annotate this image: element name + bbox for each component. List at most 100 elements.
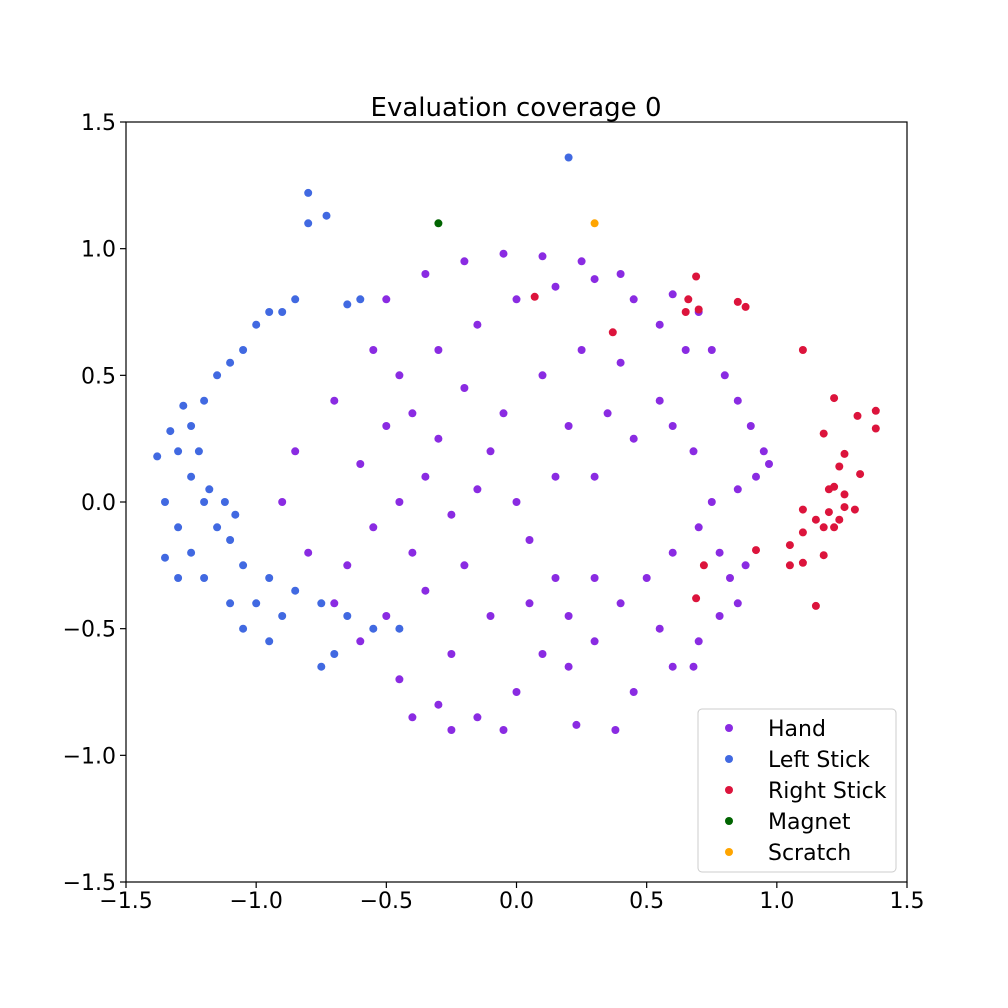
point-left-stick (220, 498, 229, 506)
point-left-stick (179, 401, 188, 410)
point-hand (759, 447, 768, 456)
point-hand (434, 700, 443, 709)
x-tick-label: −0.5 (360, 889, 413, 914)
point-right-stick (835, 515, 844, 524)
point-left-stick (200, 396, 209, 405)
point-left-stick (200, 574, 209, 582)
point-hand (707, 346, 716, 354)
point-hand (603, 409, 612, 418)
point-left-stick (161, 553, 169, 562)
y-tick-label: −1.0 (63, 744, 116, 769)
point-hand (304, 548, 313, 557)
y-tick-label: −1.5 (63, 871, 116, 896)
point-left-stick (343, 612, 352, 620)
point-hand (525, 536, 534, 544)
legend: Hand Left Stick Right Stick Magnet Scratch (697, 708, 897, 873)
point-hand (499, 409, 508, 418)
point-hand (707, 498, 716, 506)
y-tick-label: 1.0 (81, 238, 116, 263)
point-hand (499, 726, 508, 734)
point-right-stick (824, 508, 833, 517)
point-right-stick (684, 295, 693, 304)
point-hand (382, 422, 391, 430)
point-right-stick (853, 411, 862, 420)
point-left-stick (395, 624, 404, 633)
point-left-stick (265, 637, 274, 646)
point-right-stick (871, 406, 880, 415)
legend-marker (725, 817, 733, 825)
point-left-stick (265, 574, 274, 582)
point-hand (473, 320, 482, 329)
point-hand (486, 612, 495, 620)
point-hand (356, 460, 365, 468)
point-right-stick (835, 462, 844, 471)
point-hand (330, 396, 339, 405)
point-left-stick (200, 498, 209, 506)
point-hand (512, 498, 521, 506)
point-hand (616, 270, 625, 278)
point-right-stick (856, 470, 865, 479)
point-right-stick (752, 546, 760, 555)
point-hand (668, 290, 677, 299)
point-left-stick (343, 300, 352, 309)
point-hand (726, 574, 734, 582)
point-scratch (590, 219, 599, 228)
legend-label: Hand (768, 717, 826, 742)
point-hand (590, 574, 599, 582)
point-hand (564, 662, 573, 671)
x-tick-label: 0.5 (629, 889, 664, 914)
point-right-stick (840, 449, 849, 458)
point-hand (395, 675, 404, 684)
point-hand (538, 650, 547, 658)
point-right-stick (830, 523, 839, 532)
point-hand (577, 257, 586, 266)
point-hand (434, 434, 443, 443)
legend-label: Magnet (768, 810, 851, 835)
point-left-stick (330, 650, 339, 658)
point-left-stick (187, 548, 196, 557)
chart-title: Evaluation coverage 0 (371, 93, 662, 123)
point-hand (590, 637, 599, 646)
point-left-stick (226, 599, 235, 608)
point-hand (473, 713, 482, 722)
point-hand (694, 637, 703, 646)
point-left-stick (278, 308, 287, 316)
point-hand (551, 282, 560, 291)
legend-marker (725, 786, 733, 794)
point-left-stick (291, 295, 300, 304)
legend-label: Left Stick (768, 748, 870, 773)
point-right-stick (798, 505, 807, 514)
point-hand (752, 472, 760, 481)
point-left-stick (252, 599, 261, 608)
point-hand (689, 662, 698, 671)
point-hand (681, 346, 690, 354)
point-right-stick (840, 490, 849, 499)
point-left-stick (226, 536, 235, 544)
legend-label: Right Stick (768, 779, 887, 804)
y-tick-label: 0.0 (81, 491, 116, 516)
x-axis: −1.5 −1.0 −0.5 0.0 0.5 1.0 1.5 (99, 882, 925, 914)
point-hand (460, 561, 469, 570)
point-hand (642, 574, 651, 582)
legend-marker (725, 848, 733, 856)
point-left-stick (153, 452, 162, 461)
point-right-stick (819, 429, 828, 438)
point-left-stick (239, 624, 248, 633)
point-right-stick (530, 292, 539, 301)
point-hand (486, 447, 495, 456)
point-right-stick (824, 485, 833, 494)
point-right-stick (785, 541, 794, 550)
x-tick-label: −1.5 (99, 889, 152, 914)
point-hand (564, 422, 573, 430)
point-hand (616, 358, 625, 367)
point-left-stick (564, 153, 573, 162)
point-hand (421, 472, 430, 481)
y-tick-label: 0.5 (81, 364, 116, 389)
point-left-stick (231, 510, 240, 519)
point-left-stick (187, 422, 196, 430)
point-hand (629, 688, 638, 696)
point-hand (356, 637, 365, 646)
point-right-stick (798, 346, 807, 354)
point-left-stick (174, 523, 183, 532)
point-hand (460, 384, 469, 392)
